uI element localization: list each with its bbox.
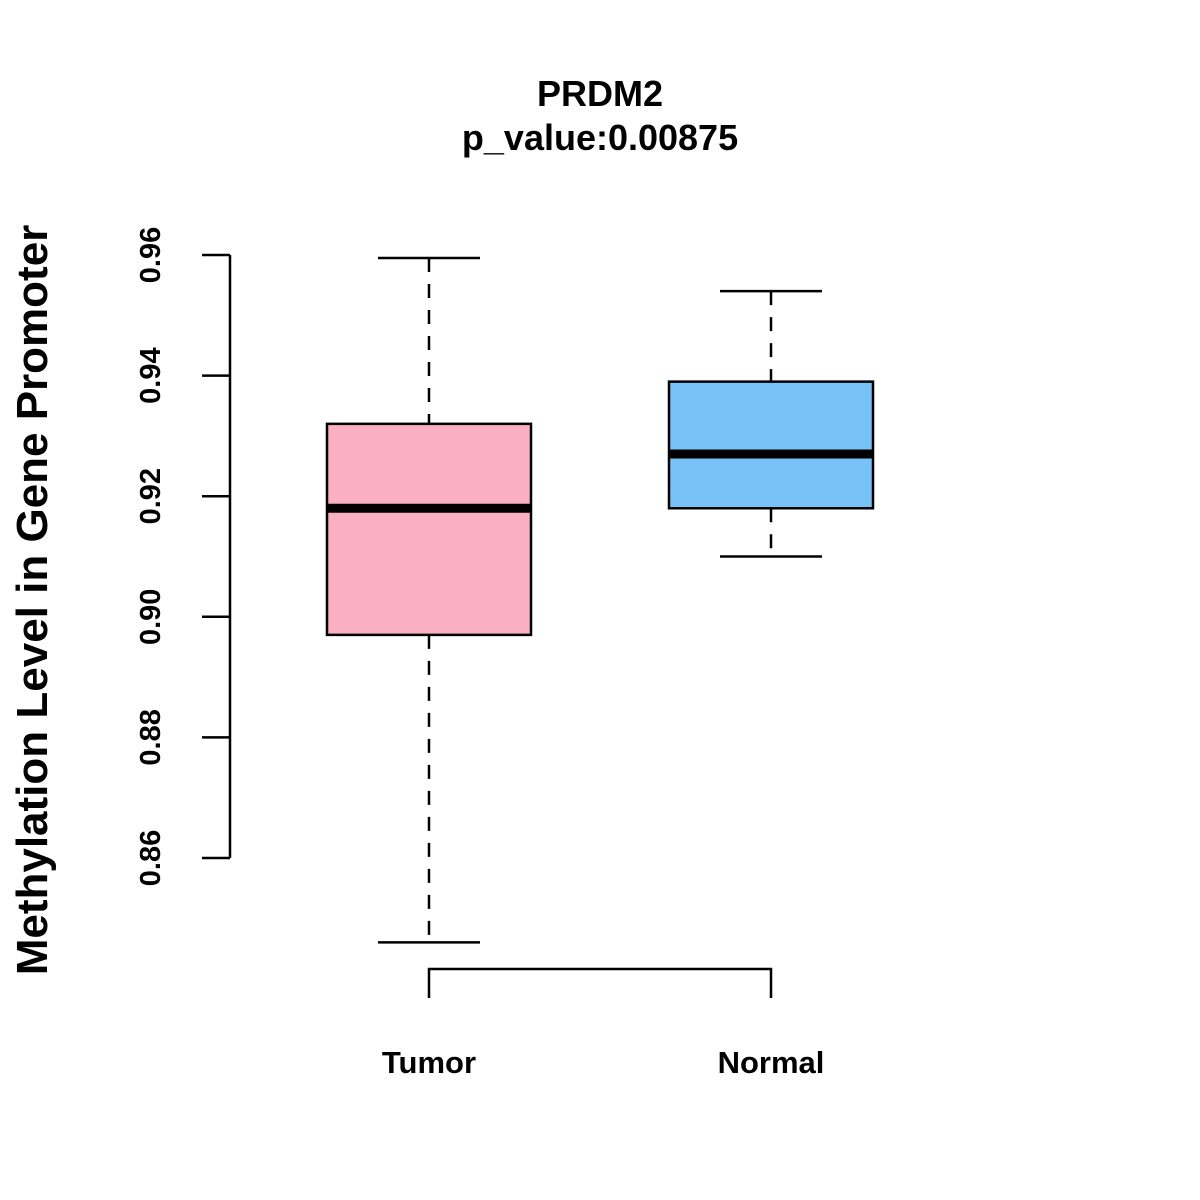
x-axis-labels: Tumor Normal (382, 1045, 824, 1080)
y-axis: 0.86 0.88 0.90 0.92 0.94 0.96 (135, 227, 232, 886)
x-category-label: Normal (718, 1045, 825, 1080)
box-tumor (325, 256, 533, 944)
iqr-box (325, 422, 533, 637)
bracket-line (427, 967, 773, 998)
iqr-box (667, 380, 875, 510)
box-normal (667, 289, 875, 558)
x-category-label: Tumor (382, 1045, 476, 1080)
boxes (325, 256, 875, 944)
y-tick-label: 0.86 (135, 830, 167, 886)
chart-title: PRDM2 (537, 73, 663, 114)
y-tick-label: 0.92 (135, 468, 167, 524)
y-tick-label: 0.90 (135, 589, 167, 645)
chart-subtitle: p_value:0.00875 (462, 117, 738, 158)
y-axis-label: Methylation Level in Gene Promoter (8, 225, 57, 976)
significance-bracket (427, 967, 773, 998)
y-tick-label: 0.88 (135, 709, 167, 765)
y-tick-label: 0.94 (135, 347, 167, 403)
y-tick-label: 0.96 (135, 227, 167, 283)
